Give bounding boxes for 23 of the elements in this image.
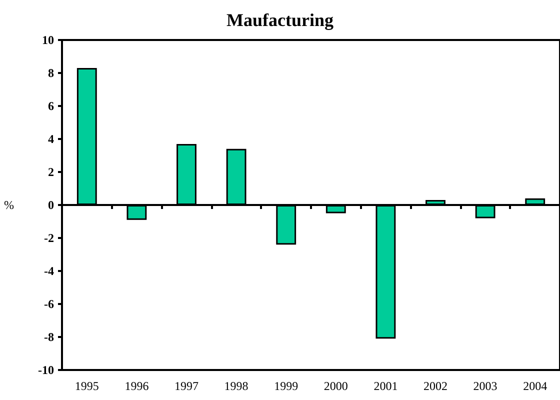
y-tick-label: 0	[48, 198, 54, 212]
y-tick-label: -4	[44, 264, 54, 278]
y-tick-label: -6	[44, 297, 54, 311]
y-tick-label: 10	[42, 33, 54, 47]
y-tick-label: -2	[44, 231, 54, 245]
y-tick-label: -8	[44, 330, 54, 344]
x-tick-label: 1996	[124, 379, 149, 393]
x-tick-label: 1997	[174, 379, 198, 393]
y-tick-label: 8	[48, 66, 54, 80]
x-tick-label: 2003	[473, 379, 498, 393]
x-tick-label: 2002	[424, 379, 448, 393]
x-tick-label: 2001	[374, 379, 398, 393]
y-tick-label: 4	[48, 132, 54, 146]
y-tick-label: 6	[48, 99, 54, 113]
chart-title: Maufacturing	[226, 10, 334, 30]
y-tick-label: -10	[38, 363, 54, 377]
y-tick-label: 2	[48, 165, 54, 179]
x-tick-label: 2004	[523, 379, 548, 393]
x-tick-label: 2000	[324, 379, 348, 393]
x-tick-label: 1999	[274, 379, 298, 393]
y-axis-title: %	[4, 198, 14, 212]
x-tick-label: 1995	[74, 379, 99, 393]
x-tick-label: 1998	[224, 379, 248, 393]
